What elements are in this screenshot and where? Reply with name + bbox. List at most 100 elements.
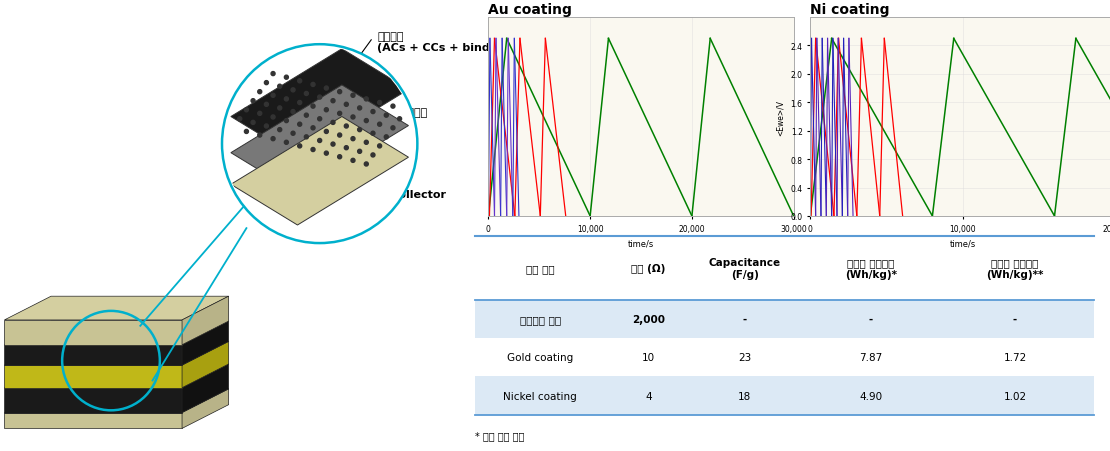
Text: -: -: [869, 314, 874, 324]
Circle shape: [324, 152, 329, 156]
Circle shape: [244, 109, 249, 112]
X-axis label: time/s: time/s: [628, 239, 654, 248]
Circle shape: [222, 45, 417, 244]
Polygon shape: [182, 364, 229, 413]
Circle shape: [384, 135, 388, 140]
Circle shape: [291, 110, 295, 114]
Text: Gold coating: Gold coating: [507, 352, 574, 363]
Text: * 전극 무게 기준: * 전극 무게 기준: [475, 431, 524, 441]
Y-axis label: <Ewe>/V: <Ewe>/V: [776, 99, 785, 135]
Text: Ni coating: Ni coating: [810, 3, 890, 17]
Circle shape: [364, 162, 369, 166]
Text: 구조용 탄소섬유: 구조용 탄소섬유: [377, 108, 427, 118]
Circle shape: [297, 101, 302, 105]
Circle shape: [337, 90, 342, 95]
Circle shape: [344, 147, 349, 151]
Circle shape: [324, 109, 329, 112]
Polygon shape: [231, 86, 408, 194]
Circle shape: [278, 106, 282, 110]
Circle shape: [284, 141, 289, 145]
Polygon shape: [4, 413, 182, 428]
Circle shape: [337, 134, 342, 138]
Circle shape: [251, 100, 255, 103]
Circle shape: [304, 135, 309, 140]
Circle shape: [371, 132, 375, 136]
Text: Capacitance
(F/g): Capacitance (F/g): [709, 257, 781, 280]
Circle shape: [317, 139, 322, 143]
Polygon shape: [231, 50, 408, 158]
Circle shape: [311, 148, 315, 152]
Circle shape: [317, 96, 322, 100]
Circle shape: [331, 143, 335, 147]
FancyBboxPatch shape: [475, 300, 1093, 338]
Circle shape: [344, 124, 349, 129]
Circle shape: [297, 123, 302, 127]
Text: 4.90: 4.90: [859, 391, 882, 401]
Polygon shape: [4, 364, 229, 388]
Circle shape: [264, 81, 269, 85]
Text: 저항 (Ω): 저항 (Ω): [632, 263, 666, 273]
Text: 1.02: 1.02: [1003, 391, 1027, 401]
Circle shape: [238, 117, 242, 121]
Polygon shape: [4, 389, 229, 413]
Circle shape: [271, 115, 275, 120]
Text: 전극 종류: 전극 종류: [526, 263, 555, 273]
Circle shape: [317, 117, 322, 121]
Circle shape: [357, 150, 362, 154]
Text: 금속Collector: 금속Collector: [377, 189, 446, 199]
Circle shape: [324, 130, 329, 134]
Polygon shape: [182, 389, 229, 428]
Polygon shape: [4, 342, 229, 365]
Circle shape: [304, 92, 309, 96]
Polygon shape: [4, 388, 182, 413]
Polygon shape: [4, 297, 229, 320]
Circle shape: [351, 159, 355, 163]
Text: Au coating: Au coating: [488, 3, 573, 17]
Text: 탄소섬유 직물: 탄소섬유 직물: [519, 314, 561, 324]
Circle shape: [324, 87, 329, 91]
Circle shape: [311, 126, 315, 131]
Polygon shape: [4, 320, 182, 345]
Circle shape: [271, 137, 275, 141]
Circle shape: [251, 121, 255, 125]
Text: 에너지 저장성능
(Wh/kg)**: 에너지 저장성능 (Wh/kg)**: [987, 257, 1043, 280]
Polygon shape: [4, 345, 182, 365]
Circle shape: [304, 114, 309, 118]
X-axis label: time/s: time/s: [950, 239, 976, 248]
Circle shape: [291, 132, 295, 136]
Circle shape: [284, 119, 289, 123]
FancyBboxPatch shape: [475, 377, 1093, 415]
Circle shape: [258, 90, 262, 94]
Circle shape: [297, 79, 302, 84]
Circle shape: [377, 123, 382, 127]
Text: -: -: [1013, 314, 1017, 324]
Polygon shape: [4, 321, 229, 345]
Circle shape: [371, 110, 375, 114]
Circle shape: [351, 115, 355, 120]
Polygon shape: [182, 297, 229, 345]
Circle shape: [357, 128, 362, 133]
Text: 2,000: 2,000: [632, 314, 665, 324]
Circle shape: [351, 137, 355, 142]
Circle shape: [364, 141, 369, 145]
Circle shape: [271, 72, 275, 76]
Text: 7.87: 7.87: [859, 352, 882, 363]
FancyBboxPatch shape: [475, 338, 1093, 377]
Circle shape: [291, 88, 295, 92]
Circle shape: [311, 83, 315, 87]
Circle shape: [377, 101, 382, 106]
Text: 전극물질
(ACs + CCs + binder): 전극물질 (ACs + CCs + binder): [377, 32, 508, 53]
Text: 에너지 저장성능
(Wh/kg)*: 에너지 저장성능 (Wh/kg)*: [845, 257, 897, 280]
Circle shape: [284, 76, 289, 80]
Circle shape: [337, 155, 342, 159]
Circle shape: [364, 98, 369, 101]
Circle shape: [271, 94, 275, 98]
Text: 18: 18: [738, 391, 751, 401]
Text: -: -: [743, 314, 747, 324]
Circle shape: [244, 130, 249, 134]
Circle shape: [278, 85, 282, 89]
Circle shape: [331, 121, 335, 125]
Circle shape: [391, 105, 395, 109]
Circle shape: [284, 98, 289, 101]
Circle shape: [384, 114, 388, 118]
